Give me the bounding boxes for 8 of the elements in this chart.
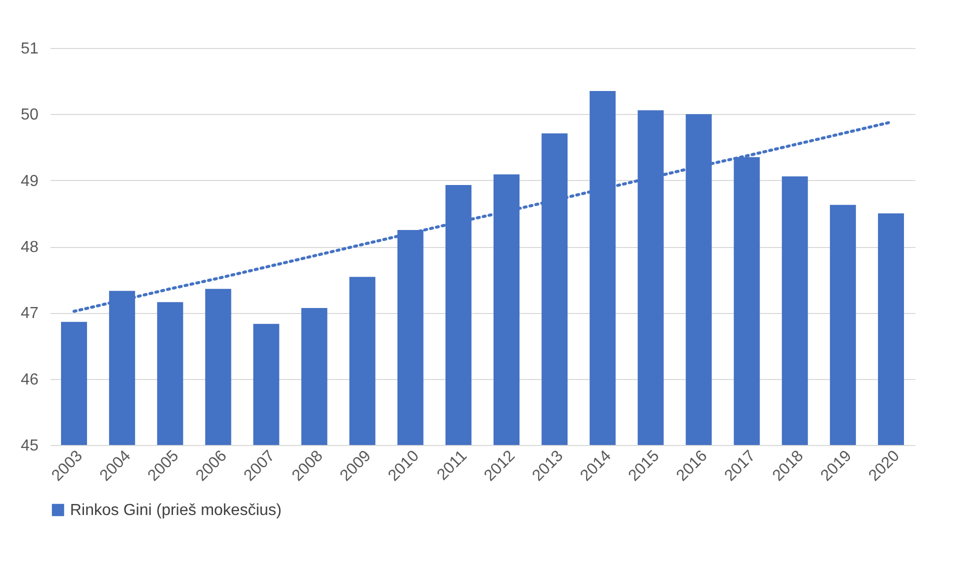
y-tick-label: 45 <box>20 438 39 454</box>
y-tick-label: 48 <box>20 239 39 256</box>
y-tick-label: 49 <box>20 172 39 190</box>
legend-label: Rinkos Gini (prieš mokesčius) <box>70 502 282 519</box>
y-tick-label: 47 <box>20 305 39 322</box>
y-tick-label: 51 <box>20 40 39 58</box>
y-tick-label: 50 <box>20 106 39 124</box>
y-tick-label: 46 <box>20 371 39 388</box>
